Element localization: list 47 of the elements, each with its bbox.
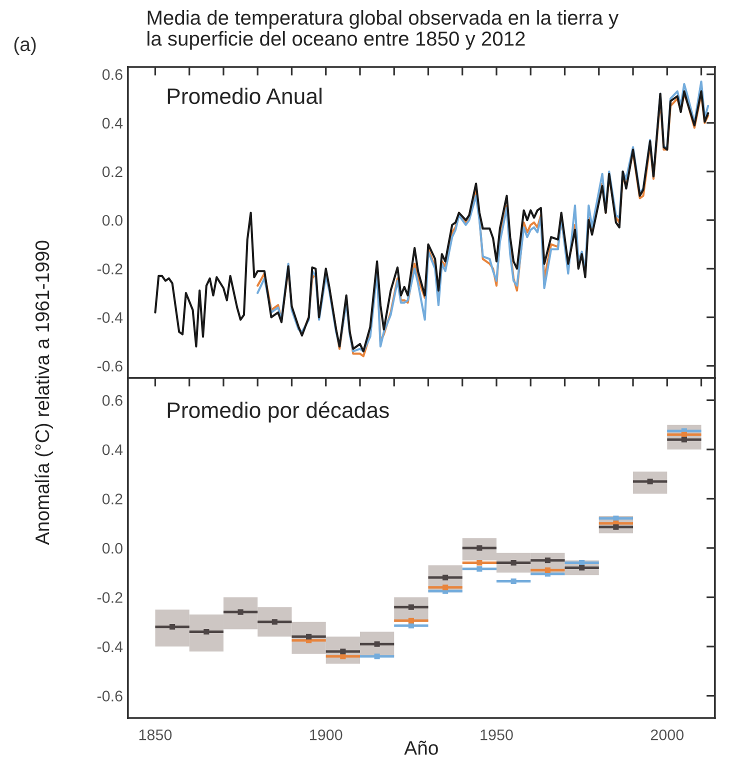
y-axis-title: Anomalía (°C) relativa a 1961-1990 [34, 240, 54, 545]
point [442, 584, 448, 590]
point [340, 648, 346, 654]
point [408, 618, 414, 624]
y-tick-label: 0.4 [102, 444, 123, 456]
y-tick-label: 0.2 [102, 166, 122, 178]
x-axis-title: Año [404, 740, 438, 755]
point [272, 619, 278, 625]
point [204, 628, 210, 635]
point [476, 560, 482, 566]
point [408, 604, 414, 610]
point [442, 574, 448, 580]
y-tick-label: 0.4 [102, 118, 123, 129]
chart-title: Media de temperatura global observada en la tierra y la superficie del oceano entre 1850 y 2012 [148, 10, 619, 50]
point [681, 436, 687, 442]
y-tick-label: 0.6 [102, 69, 122, 80]
x-tick-label: 1850 [139, 729, 172, 740]
y-tick-label: 0.2 [102, 494, 122, 504]
point [579, 564, 585, 570]
point [306, 634, 312, 640]
point [476, 545, 482, 551]
y-tick-label: 0.0 [102, 542, 122, 554]
point [544, 558, 550, 564]
y-tick-label: -0.2 [97, 592, 122, 603]
x-tick-label: 1950 [480, 729, 513, 740]
point [544, 567, 550, 573]
x-tick-label: 1900 [310, 729, 342, 740]
x-tick-label: 2000 [650, 729, 684, 740]
point [647, 478, 653, 484]
point [170, 624, 176, 630]
point [510, 578, 516, 584]
annotation: Promedio por décadas [168, 402, 389, 423]
y-tick-label: -0.6 [97, 360, 122, 372]
point [374, 654, 380, 660]
y-tick-label: -0.6 [97, 690, 122, 702]
point [374, 641, 380, 647]
y-tick-label: -0.4 [97, 641, 123, 652]
y-tick-label: -0.2 [97, 264, 122, 274]
point [613, 524, 619, 530]
point [476, 566, 482, 572]
annotation: Promedio Anual [168, 88, 322, 104]
point [238, 609, 244, 615]
y-tick-label: 0.0 [102, 214, 122, 226]
y-tick-label: 0.6 [102, 395, 122, 406]
point [510, 560, 516, 566]
text: (a) [14, 36, 36, 56]
y-tick-label: -0.4 [97, 312, 123, 323]
